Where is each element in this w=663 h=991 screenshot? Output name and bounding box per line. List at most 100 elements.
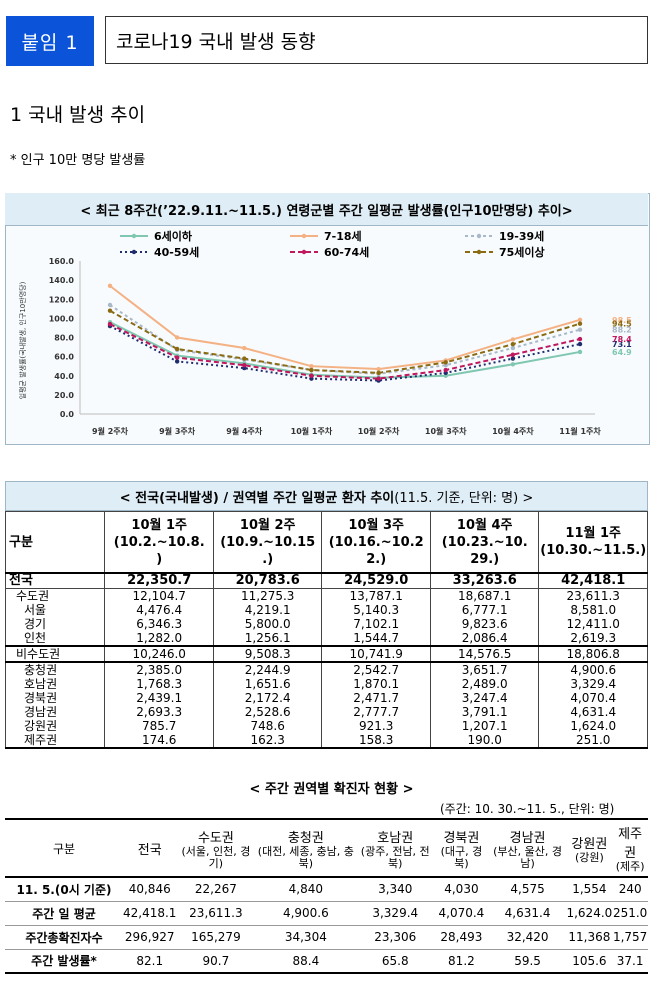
data-point [577, 317, 583, 323]
table1-cell: 5,140.3 [321, 603, 431, 617]
table1-header-row: 구분 10월 1주 (10.2.~10.8.) 10월 2주 (10.9.~10.15.… [4, 511, 648, 574]
y-tick-label: 60.0 [54, 353, 74, 362]
col-region: 경남권 [509, 830, 546, 846]
table1-cell: 3,329.4 [538, 677, 648, 691]
data-point [242, 345, 247, 351]
table1-cell: 5,800.0 [212, 617, 323, 631]
table2-cell: 296,927 [123, 925, 177, 950]
table1-cell: 9,823.6 [429, 617, 540, 631]
table1-cell: 158.3 [321, 733, 431, 749]
table1-cell: 4,900.6 [538, 661, 648, 677]
col-region-sub: (부산, 울산, 경남) [493, 844, 563, 870]
table1-cell: 2,471.7 [321, 691, 431, 705]
data-point [309, 373, 314, 378]
table2-col-header: 호남권 (광주, 전남, 전북) [356, 819, 435, 878]
table1-cell: 2,385.0 [104, 661, 214, 677]
table1-cell: 4,631.4 [538, 705, 648, 719]
table1-cell: 251.0 [538, 733, 648, 749]
table1-cell: 7,102.1 [321, 617, 431, 631]
table1-row-label: 전국 [4, 572, 106, 589]
legend-marker [301, 233, 307, 239]
table2-col-header: 경북권 (대구, 경북) [434, 819, 489, 878]
table1-cell: 18,687.1 [429, 588, 540, 603]
table2-row: 주간 일 평균 42,418.1 23,611.3 4,900.6 3,329.4 4,0… [5, 901, 648, 926]
table1-row: 경북권 2,439.1 2,172.4 2,471.7 3,247.4 4,070.4 [4, 691, 648, 705]
attachment-badge: 붙임 1 [6, 16, 94, 66]
series-line-1 [109, 285, 581, 371]
legend-label: 7-18세 [324, 229, 362, 243]
table2-cell: 4,575 [488, 877, 567, 902]
table1-cell: 1,768.3 [104, 677, 214, 691]
x-tick-label: 11월 1주차 [559, 426, 601, 436]
table2-cell: 82.1 [123, 949, 177, 974]
col-region-sub: (강원) [574, 850, 604, 864]
table1-row-label: 경남권 [4, 705, 106, 719]
col-range-cont: .) [262, 551, 274, 567]
table2-row-label: 11. 5.(0시 기준) [5, 877, 123, 902]
x-tick-label: 9월 4주차 [226, 426, 263, 436]
series-line-3 [109, 325, 581, 382]
data-point [510, 341, 516, 347]
table1-row: 강원권 785.7 748.6 921.3 1,207.1 1,624.0 [4, 719, 648, 733]
end-value-label: 94.5 [612, 320, 632, 329]
table2-title: < 주간 권역별 확진자 현황 > [249, 782, 414, 797]
table2-cell: 4,030 [434, 877, 489, 902]
table1-cell: 190.0 [429, 733, 540, 749]
data-point [309, 367, 314, 373]
table2-row-label: 주간 일 평균 [5, 901, 123, 926]
data-point [510, 345, 516, 351]
table2-cell: 165,279 [176, 925, 256, 950]
data-point [309, 363, 314, 369]
col-region-sub: (대전, 세종, 충남, 충북) [257, 844, 354, 870]
table1-cell: 1,870.1 [321, 677, 431, 691]
table2-cell: 90.7 [176, 949, 256, 974]
table2-cell: 4,840 [255, 877, 357, 902]
table1-cell: 3,247.4 [429, 691, 540, 705]
table1-cell: 2,489.0 [429, 677, 540, 691]
table1-row: 수도권 12,104.7 11,275.3 13,787.1 18,687.1 23,61… [4, 588, 648, 603]
table2-row: 11. 5.(0시 기준) 40,846 22,267 4,840 3,340 4,030… [5, 877, 648, 902]
x-tick-label: 10월 1주차 [291, 426, 333, 436]
table1-cell: 174.6 [104, 733, 214, 749]
legend-label: 60-74세 [324, 245, 369, 259]
table1-title-suffix: (11.5. 기준, 단위: 명) > [394, 490, 534, 506]
y-tick-label: 120.0 [49, 295, 75, 304]
table1-row: 경기 6,346.3 5,800.0 7,102.1 9,823.6 12,411.0 [4, 617, 648, 631]
table2-cell: 11,368 [566, 925, 613, 950]
y-tick-label: 160.0 [49, 257, 75, 266]
table1-cell: 12,411.0 [538, 617, 648, 631]
data-point [107, 302, 113, 308]
footnote: * 인구 10만 명당 발생률 [10, 153, 146, 168]
table2-cell: 32,420 [488, 925, 567, 950]
table1-row-label: 경북권 [4, 691, 106, 705]
legend-label: 75세이상 [499, 245, 545, 259]
table1-row: 비수도권 10,246.0 9,508.3 10,741.9 14,576.5 18,80… [4, 645, 648, 662]
col-region: 강원권 [571, 836, 608, 852]
data-point [577, 341, 583, 347]
table1-row-label: 충청권 [4, 661, 106, 677]
table2-cell: 42,418.1 [123, 901, 177, 926]
col-region-sub: (광주, 전남, 전북) [360, 844, 430, 870]
table2-corner: 구분 [5, 819, 123, 878]
table2-unit: (주간: 10. 30.~11. 5., 단위: 명) [440, 802, 615, 816]
table1-row-label: 서울 [4, 603, 106, 617]
x-tick-label: 9월 2주차 [92, 426, 129, 436]
table1-cell: 10,741.9 [321, 645, 431, 662]
table1-col-header: 10월 2주 (10.9.~10.15.) [212, 511, 323, 574]
data-point [577, 321, 583, 326]
table2-header-row: 구분 전국 수도권 (서울, 인천, 경기) 충청권 (대전, 세종, 충남, 충북) 호남… [5, 819, 648, 878]
data-point [107, 308, 113, 313]
table2-cell: 81.2 [434, 949, 489, 974]
table1-cell: 2,777.7 [321, 705, 431, 719]
data-point [376, 366, 381, 372]
col-region-sub: (대구, 경북) [440, 844, 483, 870]
col-range: (10.16.~10.2 [328, 534, 424, 550]
table1-cell: 18,806.8 [538, 645, 648, 662]
y-tick-label: 0.0 [60, 410, 75, 419]
table1-row: 전국 22,350.7 20,783.6 24,529.0 33,263.6 42,418… [4, 572, 648, 589]
data-point [174, 335, 180, 340]
data-point [510, 337, 516, 342]
table2-cell: 4,900.6 [255, 901, 357, 926]
col-region-sub: (제주) [615, 860, 645, 873]
table1-row: 충청권 2,385.0 2,244.9 2,542.7 3,651.7 4,900.6 [4, 661, 648, 677]
